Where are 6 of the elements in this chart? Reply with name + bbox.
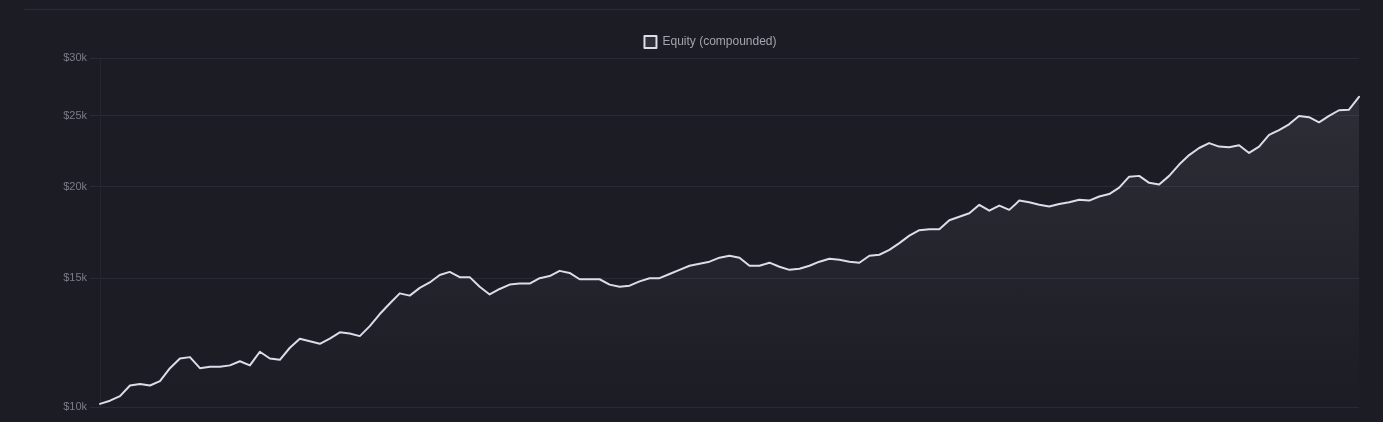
y-tick-label: $20k [63, 179, 88, 192]
y-tick-label: $25k [63, 108, 88, 121]
y-tick-label: $15k [63, 271, 88, 284]
legend-label: Equity (compounded) [662, 34, 777, 49]
y-tick-label: $10k [63, 400, 88, 413]
y-tick-label: $30k [63, 51, 88, 64]
